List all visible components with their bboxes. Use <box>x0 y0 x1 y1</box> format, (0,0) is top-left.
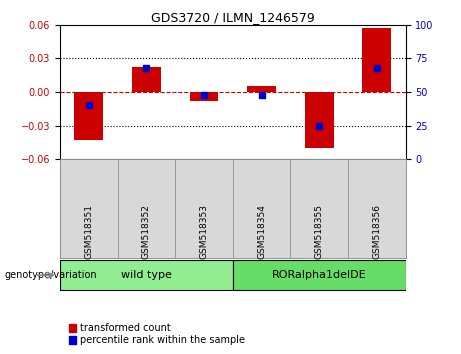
Text: GSM518351: GSM518351 <box>84 204 93 259</box>
Bar <box>60 260 233 290</box>
Text: GSM518355: GSM518355 <box>315 204 324 259</box>
Bar <box>233 260 406 290</box>
Bar <box>74 92 103 140</box>
Bar <box>189 92 219 101</box>
Bar <box>362 28 391 92</box>
Text: GSM518353: GSM518353 <box>200 204 208 259</box>
Legend: transformed count, percentile rank within the sample: transformed count, percentile rank withi… <box>65 319 249 349</box>
Text: wild type: wild type <box>121 270 172 280</box>
Text: GSM518356: GSM518356 <box>372 204 381 259</box>
Bar <box>132 67 161 92</box>
Bar <box>305 92 334 148</box>
Text: genotype/variation: genotype/variation <box>5 270 97 280</box>
Title: GDS3720 / ILMN_1246579: GDS3720 / ILMN_1246579 <box>151 11 315 24</box>
Bar <box>247 86 276 92</box>
Text: GSM518354: GSM518354 <box>257 204 266 259</box>
Text: RORalpha1delDE: RORalpha1delDE <box>272 270 366 280</box>
Text: GSM518352: GSM518352 <box>142 204 151 259</box>
